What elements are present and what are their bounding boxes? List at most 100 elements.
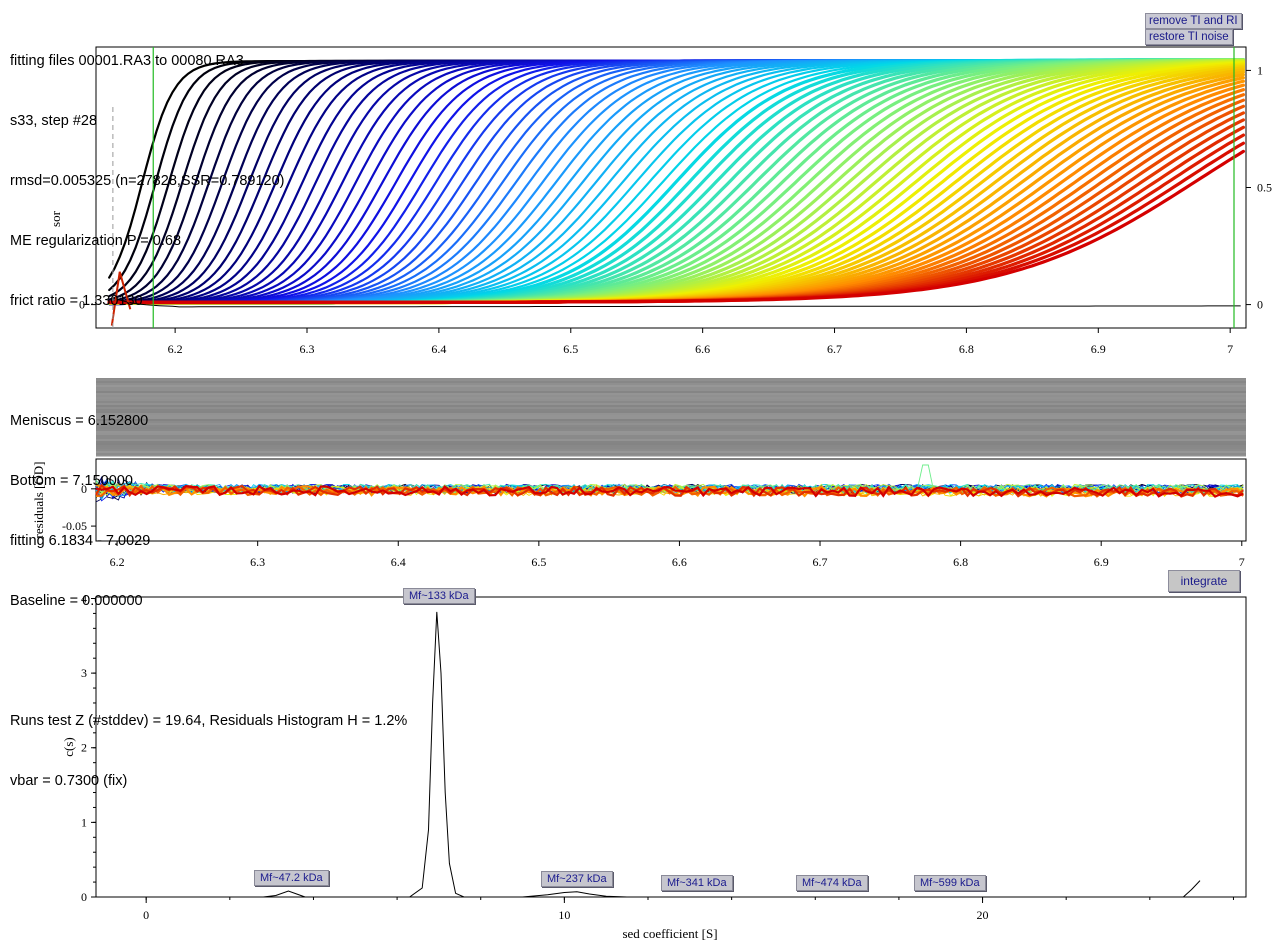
bitmap-row xyxy=(96,425,1246,427)
bitmap-row xyxy=(96,423,1246,425)
raw-x-tick-label: 6.8 xyxy=(959,342,974,356)
bitmap-row xyxy=(96,453,1246,455)
cs-y-tick-label: 1 xyxy=(81,815,87,829)
bitmap-row xyxy=(96,411,1246,413)
bitmap-row xyxy=(96,383,1246,385)
bitmap-row xyxy=(96,447,1246,449)
peak-label-47kda[interactable]: Mf~47.2 kDa xyxy=(254,870,329,886)
residuals-bitmap-texture xyxy=(96,379,1246,457)
peak-label-133kda[interactable]: Mf~133 kDa xyxy=(403,588,475,604)
cs-x-tick-label: 10 xyxy=(558,908,570,922)
bitmap-row xyxy=(96,439,1246,441)
resid-x-tick-label: 7 xyxy=(1239,555,1245,569)
resid-y-tick-label: -0.05 xyxy=(62,519,87,533)
residual-trace xyxy=(95,484,1244,498)
resid-x-tick-label: 6.4 xyxy=(391,555,406,569)
remove-ti-ri-button[interactable]: remove TI and RI xyxy=(1145,13,1242,29)
bitmap-row xyxy=(96,409,1246,411)
cs-curve xyxy=(146,611,1201,898)
scan-curve xyxy=(107,149,1245,304)
meniscus-artifact xyxy=(110,271,132,326)
resid-y-axis-label: residuals [OD] xyxy=(31,462,46,539)
bitmap-row xyxy=(96,449,1246,451)
info-line-baseline: Baseline = 0.000000 xyxy=(10,593,143,609)
fit-baseline-line xyxy=(112,297,1241,308)
cs-y-axis-label: c(s) xyxy=(61,737,76,757)
cs-y-tick-label: 0 xyxy=(81,890,87,904)
peak-label-474kda[interactable]: Mf~474 kDa xyxy=(796,875,868,891)
raw-x-tick-label: 6.6 xyxy=(695,342,710,356)
integrate-button[interactable]: integrate xyxy=(1168,570,1240,592)
bitmap-row xyxy=(96,431,1246,433)
residual-trace xyxy=(95,484,1244,498)
bitmap-row xyxy=(96,437,1246,439)
bitmap-row xyxy=(96,407,1246,409)
info-line-blank-2 xyxy=(10,651,407,671)
resid-x-tick-label: 6.7 xyxy=(813,555,828,569)
bitmap-row xyxy=(96,399,1246,401)
info-line-rmsd: rmsd=0.005325 (n=27828,SSR=0.789120) xyxy=(10,173,285,189)
peak-label-341kda[interactable]: Mf~341 kDa xyxy=(661,875,733,891)
peak-label-599kda[interactable]: Mf~599 kDa xyxy=(914,875,986,891)
raw-x-tick-label: 6.5 xyxy=(563,342,578,356)
resid-x-tick-label: 6.9 xyxy=(1094,555,1109,569)
bitmap-row xyxy=(96,429,1246,431)
info-line-bottom: Bottom = 7.150000 xyxy=(10,473,133,489)
info-line-frict-ratio: frict ratio = 1.330130 xyxy=(10,293,143,309)
fit-info-panel: fitting files 00001.RA3 to 00080.RA3 s33… xyxy=(10,11,407,831)
info-line-fitting-range: fitting 6.1834 - 7.0029 xyxy=(10,533,151,549)
bitmap-row xyxy=(96,379,1246,381)
bitmap-row xyxy=(96,401,1246,403)
bitmap-row xyxy=(96,451,1246,453)
bitmap-row xyxy=(96,393,1246,395)
peak-label-237kda[interactable]: Mf~237 kDa xyxy=(541,871,613,887)
bitmap-row xyxy=(96,391,1246,393)
raw-y-axis-label: sor xyxy=(48,210,63,227)
info-line-vbar: vbar = 0.7300 (fix) xyxy=(10,773,128,789)
resid-x-tick-label: 6.2 xyxy=(110,555,125,569)
cs-distribution-plot: 0 10 20 0 1 2 3 4 sed coefficient [S] c(s) xyxy=(61,591,1247,941)
bitmap-row xyxy=(96,395,1246,397)
resid-x-tick-label: 6.8 xyxy=(953,555,968,569)
info-line-step: s33, step #28 xyxy=(10,113,98,129)
bitmap-row xyxy=(96,385,1246,387)
bitmap-row xyxy=(96,443,1246,445)
bitmap-row xyxy=(96,421,1246,423)
cs-y-tick-label: 4 xyxy=(81,591,87,605)
raw-x-tick-label: 7 xyxy=(1227,342,1233,356)
info-line-regularization: ME regularization P = 0.68 xyxy=(10,233,182,249)
info-line-runs-test: Runs test Z (#stddev) = 19.64, Residuals… xyxy=(10,713,408,729)
residuals-plot: 6.2 6.3 6.4 6.5 6.6 6.7 6.8 6.9 7 0 -0.05 residuals… xyxy=(31,458,1247,569)
raw-y-tick-label-left: 0 xyxy=(79,298,85,312)
raw-x-tick-label: 6.3 xyxy=(300,342,315,356)
bitmap-row xyxy=(96,397,1246,399)
raw-y-tick-label-right: 0.5 xyxy=(1257,181,1272,195)
bitmap-row xyxy=(96,381,1246,383)
raw-x-tick-label: 6.7 xyxy=(827,342,842,356)
bitmap-row xyxy=(96,441,1246,443)
bitmap-row xyxy=(96,427,1246,429)
resid-x-tick-label: 6.5 xyxy=(531,555,546,569)
bitmap-row xyxy=(96,415,1246,417)
raw-x-tick-label: 6.4 xyxy=(431,342,446,356)
resid-x-tick-label: 6.3 xyxy=(250,555,265,569)
cs-y-tick-label: 2 xyxy=(81,741,87,755)
raw-x-tick-label: 6.9 xyxy=(1091,342,1106,356)
raw-x-tick-label: 6.2 xyxy=(168,342,183,356)
info-line-meniscus: Meniscus = 6.152800 xyxy=(10,413,149,429)
bitmap-row xyxy=(96,435,1246,437)
residual-trace xyxy=(95,481,1244,501)
resid-x-tick-label: 6.6 xyxy=(672,555,687,569)
resid-y-tick-label: 0 xyxy=(81,482,87,496)
cs-x-tick-label: 0 xyxy=(143,908,149,922)
restore-ti-noise-button[interactable]: restore TI noise xyxy=(1145,29,1233,45)
cs-x-tick-label: 20 xyxy=(977,908,989,922)
raw-y-tick-label-right: 1 xyxy=(1257,63,1263,77)
bitmap-row xyxy=(96,389,1246,391)
bitmap-row xyxy=(96,405,1246,407)
bitmap-row xyxy=(96,387,1246,389)
cs-x-axis-label: sed coefficient [S] xyxy=(622,926,717,941)
bitmap-row xyxy=(96,413,1246,415)
bitmap-row xyxy=(96,403,1246,405)
